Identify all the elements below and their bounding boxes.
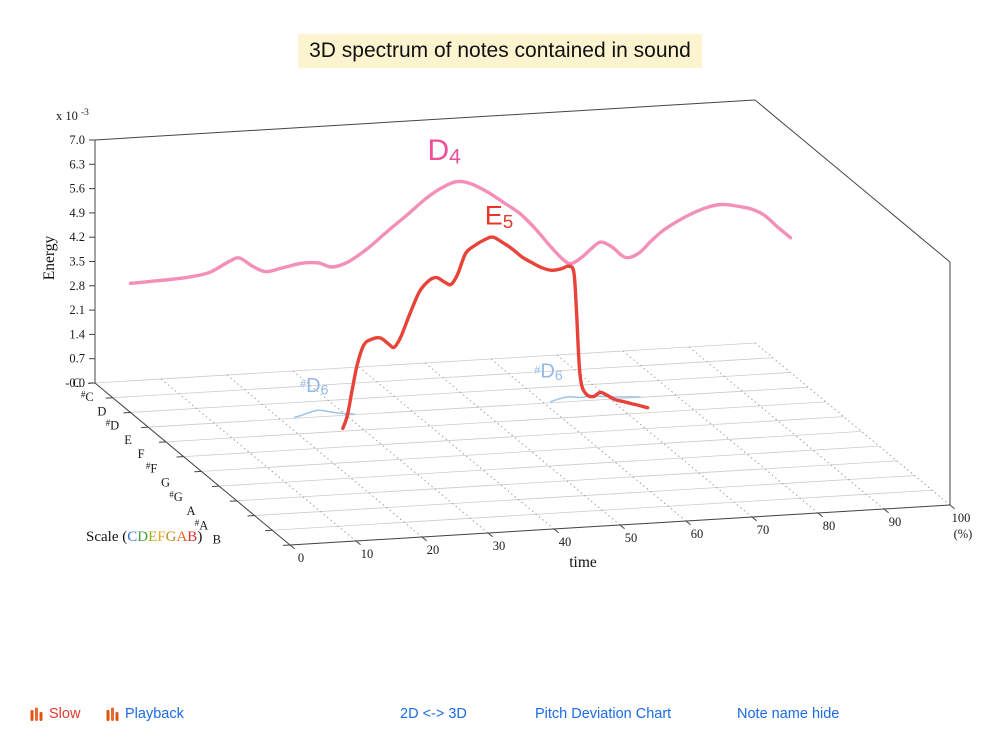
note-label-A: A <box>187 504 196 518</box>
floor-dotline-60 <box>490 358 687 522</box>
time-tick-10: 10 <box>361 547 374 561</box>
note-name-hide-link[interactable]: Note name hide <box>737 706 840 722</box>
note-label-#A: #A <box>195 518 209 533</box>
time-tick-80: 80 <box>823 519 836 533</box>
scale-letter-D: D <box>137 529 148 545</box>
note-label-#D: #D <box>106 418 120 433</box>
curve-label-sharpD6-1: #D6 <box>300 375 329 397</box>
note-label-F: F <box>138 447 145 461</box>
note-label-B: B <box>213 532 221 546</box>
floor-dotline-90 <box>688 346 885 510</box>
floor-line-G <box>219 445 880 487</box>
toggle-2d-3d-link[interactable]: 2D <-> 3D <box>400 706 467 722</box>
time-tick-20: 20 <box>427 543 440 557</box>
time-tick-50: 50 <box>625 531 638 545</box>
energy-tick-7.0: 7.0 <box>69 133 85 147</box>
energy-tick-6.3: 6.3 <box>69 157 85 171</box>
time-tick-30: 30 <box>493 539 506 553</box>
scale-letter-A: A <box>176 529 187 545</box>
energy-tick--0.0: -0.0 <box>65 376 85 390</box>
note-label-E: E <box>124 433 132 447</box>
note-label-C: C <box>73 376 81 390</box>
floor-dotline-100 <box>754 342 951 506</box>
floor-dotline-40 <box>358 366 555 530</box>
curve-D4 <box>128 179 793 285</box>
energy-axis-title: Energy <box>41 236 58 281</box>
curve-label-sharpD6-2: #D6 <box>534 361 563 383</box>
time-axis-title: time <box>569 554 597 571</box>
floor-dotline-50 <box>424 362 621 526</box>
box-edge <box>94 382 291 546</box>
floor-line-#G <box>236 460 897 502</box>
curve-E5 <box>341 235 650 431</box>
time-unit-label: (%) <box>954 527 973 541</box>
scale-letter-E: E <box>148 529 157 545</box>
curve-label-E5: E5 <box>485 201 514 233</box>
floor-dotline-20 <box>226 374 423 538</box>
note-label-#F: #F <box>146 461 158 476</box>
time-tick-90: 90 <box>889 515 902 529</box>
playback-label: Playback <box>125 706 184 722</box>
page-title: 3D spectrum of notes contained in sound <box>298 34 702 68</box>
playback-bars-icon <box>106 707 120 722</box>
energy-tick-1.4: 1.4 <box>69 327 85 341</box>
note-axis: C#CD#DEF#FG#GA#AB <box>73 376 291 546</box>
note-label-G: G <box>161 476 170 490</box>
bottom-toolbar: Slow Playback 2D <-> 3D Pitch Deviation … <box>0 706 1000 732</box>
note-label-D: D <box>97 404 106 418</box>
curve-label-D4: D4 <box>428 134 462 169</box>
energy-tick-2.1: 2.1 <box>69 303 85 317</box>
slow-label: Slow <box>49 706 81 722</box>
note-label-#C: #C <box>81 390 94 405</box>
floor-dotline-70 <box>556 354 753 518</box>
time-tick-60: 60 <box>691 527 704 541</box>
floor-grid <box>94 342 951 546</box>
series-curves <box>128 179 793 431</box>
curve-sharpD6-1 <box>293 409 355 419</box>
spectrum-3d-chart[interactable]: 7.0 6.3 5.6 4.9 4.2 3.5 2.8 2.1 1.4 0.7 -0.0 x 10 -… <box>0 0 1000 620</box>
floor-line-E <box>165 401 826 443</box>
energy-axis: 7.0 6.3 5.6 4.9 4.2 3.5 2.8 2.1 1.4 0.7 -0.0 x 10 -… <box>56 108 95 390</box>
floor-dotline-30 <box>292 370 489 534</box>
slow-button[interactable]: Slow <box>30 706 80 722</box>
axes-box <box>94 99 951 546</box>
pitch-deviation-chart-link[interactable]: Pitch Deviation Chart <box>535 706 672 722</box>
box-edge <box>94 99 756 141</box>
scale-legend: Scale (CDEFGAB) <box>86 529 202 545</box>
floor-dotline-10 <box>160 378 357 542</box>
floor-line-#D <box>148 386 809 428</box>
energy-multiplier: x 10 -3 <box>56 108 89 123</box>
energy-tick-4.2: 4.2 <box>69 230 85 244</box>
note-label-#G: #G <box>169 489 183 504</box>
floor-dotline-80 <box>622 350 819 514</box>
energy-tick-5.6: 5.6 <box>69 182 85 196</box>
time-tick-70: 70 <box>757 523 770 537</box>
time-tick-0: 0 <box>298 551 304 565</box>
scale-letter-F: F <box>157 529 165 545</box>
floor-line-#F <box>201 430 862 472</box>
playback-bars-icon <box>30 707 44 722</box>
time-tick-40: 40 <box>559 535 572 549</box>
playback-button[interactable]: Playback <box>106 706 184 722</box>
scale-letter-B: B <box>187 529 197 545</box>
floor-line-F <box>183 416 844 458</box>
time-axis: 0 10 20 30 40 50 60 70 80 90 100 (%) <box>289 504 973 565</box>
energy-tick-4.9: 4.9 <box>69 206 85 220</box>
energy-tick-0.7: 0.7 <box>69 352 85 366</box>
scale-letter-G: G <box>166 529 177 545</box>
scale-letter-C: C <box>127 529 137 545</box>
energy-tick-3.5: 3.5 <box>69 255 85 269</box>
energy-tick-2.8: 2.8 <box>69 279 85 293</box>
time-tick-100: 100 <box>952 511 971 525</box>
box-edge <box>754 99 951 263</box>
